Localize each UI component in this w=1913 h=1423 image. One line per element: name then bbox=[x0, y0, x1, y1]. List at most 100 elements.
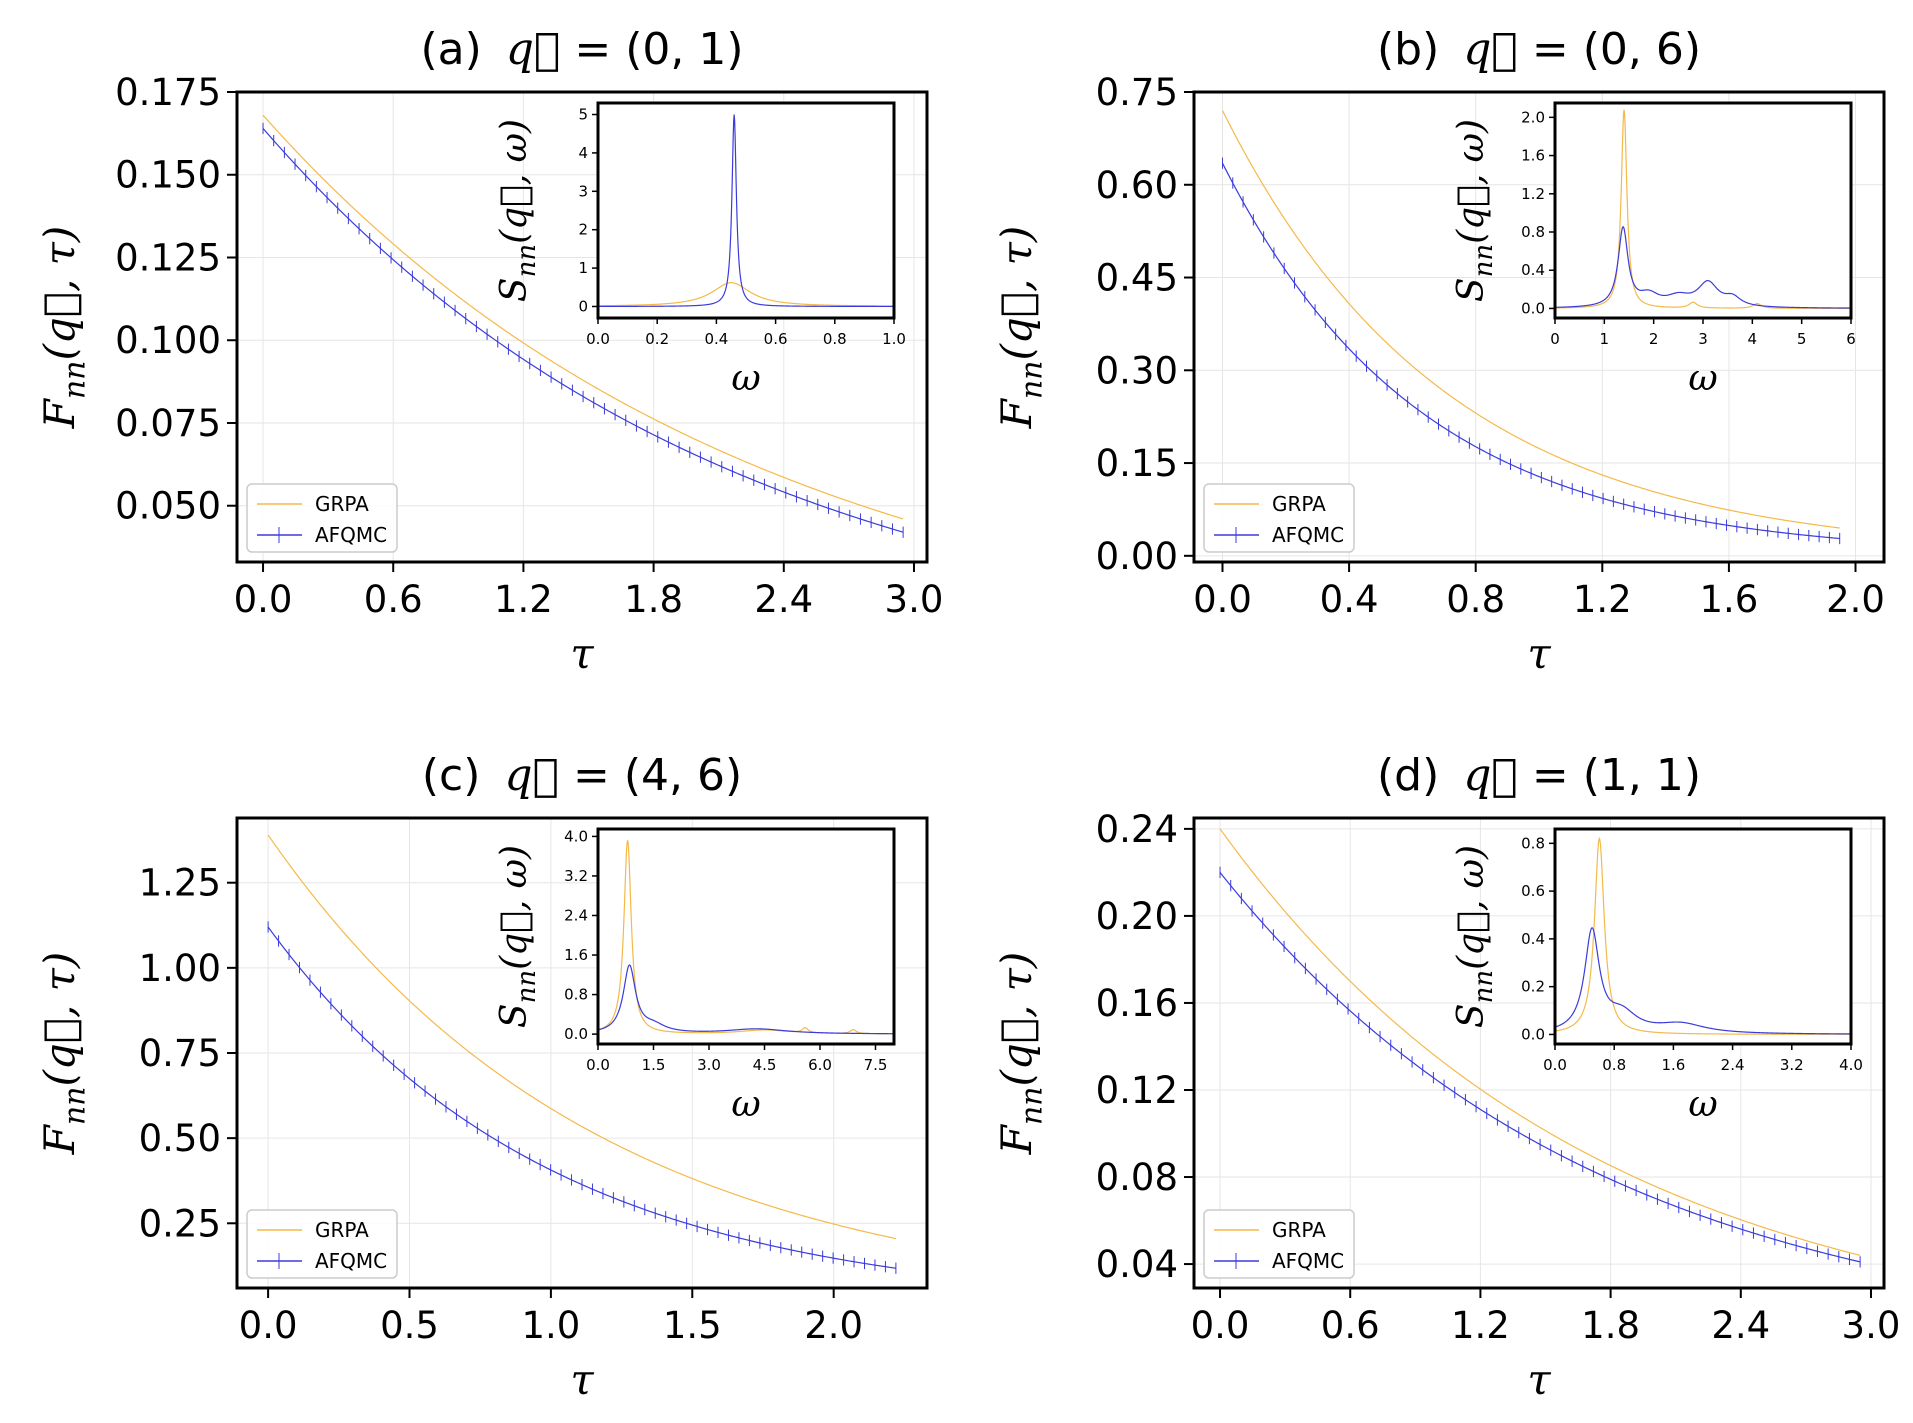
x-tick-label: 2.4 bbox=[1711, 1304, 1770, 1347]
y-tick-label: 0.08 bbox=[1096, 1156, 1178, 1199]
y-tick-label: 0.04 bbox=[1096, 1243, 1178, 1286]
x-tick-label: 0.0 bbox=[234, 578, 293, 621]
panel-title: (a) q⃗ = (0, 1) bbox=[420, 24, 743, 75]
inset-y-tick-label: 1.2 bbox=[1521, 185, 1545, 203]
x-tick-label: 1.5 bbox=[663, 1304, 722, 1347]
y-axis-label: Fnn(q⃗, τ) bbox=[35, 952, 93, 1156]
panel-tag: (d) bbox=[1377, 750, 1439, 801]
inset-x-tick-label: 4.5 bbox=[753, 1056, 777, 1074]
inset-x-tick-label: 4 bbox=[1748, 330, 1758, 348]
inset-series-grpa bbox=[1554, 836, 1851, 1035]
x-tick-label: 0.4 bbox=[1320, 578, 1379, 621]
y-tick-label: 0.075 bbox=[115, 402, 221, 445]
series-grpa bbox=[262, 114, 904, 520]
inset-y-tick-label: 5 bbox=[578, 106, 588, 124]
inset: 0.0 1.5 3.0 4.5 6.0 7.5 0.0 0.8 1.6 2.4 3.2 4.0 ω Snn… bbox=[494, 827, 896, 1125]
inset-x-tick-label: 2.4 bbox=[1721, 1056, 1745, 1074]
inset-x-tick-label: 1.0 bbox=[882, 330, 906, 348]
panel-title: (b) q⃗ = (0, 6) bbox=[1377, 24, 1701, 75]
axes-frame bbox=[1192, 816, 1886, 1290]
series-line-grpa bbox=[1221, 110, 1840, 529]
x-axis-label: τ bbox=[570, 629, 594, 678]
panel-d: 0.0 0.6 1.2 1.8 2.4 3.0 0.04 0.08 0.12 0.16 0.20 0.… bbox=[992, 750, 1900, 1404]
inset-x-tick-label: 6 bbox=[1846, 330, 1856, 348]
inset-y-tick-label: 3 bbox=[578, 182, 588, 200]
inset-y-tick-label: 2.0 bbox=[1521, 108, 1545, 126]
legend-label: GRPA bbox=[315, 1218, 369, 1242]
panel-title: (c) q⃗ = (4, 6) bbox=[422, 750, 742, 801]
inset: 0 1 2 3 4 5 6 0.0 0.4 0.8 1.2 1.6 2.0 ω Snn(q⃗, ω) bbox=[1451, 101, 1856, 399]
inset-x-tick-label: 1.5 bbox=[642, 1056, 666, 1074]
inset-x-tick-label: 4.0 bbox=[1839, 1056, 1863, 1074]
inset-y-tick-label: 0 bbox=[578, 297, 588, 315]
x-tick-label: 2.0 bbox=[804, 1304, 863, 1347]
inset-x-axis-label: ω bbox=[731, 358, 760, 399]
x-tick-label: 1.2 bbox=[494, 578, 553, 621]
inset-y-tick-label: 4.0 bbox=[564, 827, 588, 845]
inset: 0.0 0.2 0.4 0.6 0.8 1.0 0 1 2 3 4 5 ω Snn(q⃗, ω) bbox=[494, 101, 906, 399]
panel-q: (0, 6) bbox=[1583, 24, 1701, 75]
inset-x-tick-label: 0.8 bbox=[1602, 1056, 1626, 1074]
inset-y-tick-label: 0.8 bbox=[1521, 834, 1545, 852]
y-axis-label: Fnn(q⃗, τ) bbox=[992, 226, 1050, 430]
series-afqmc bbox=[1219, 866, 1861, 1268]
x-tick-label: 0.0 bbox=[1191, 1304, 1250, 1347]
inset-x-tick-label: 0.0 bbox=[586, 1056, 610, 1074]
inset: 0.0 0.8 1.6 2.4 3.2 4.0 0.0 0.2 0.4 0.6 0.8 ω Snn(q⃗… bbox=[1451, 827, 1863, 1125]
inset-y-tick-label: 0.0 bbox=[564, 1025, 588, 1043]
x-tick-label: 1.2 bbox=[1451, 1304, 1510, 1347]
legend: GRPA AFQMC bbox=[246, 1209, 398, 1279]
inset-x-axis-label: ω bbox=[1688, 1084, 1717, 1125]
inset-x-tick-label: 3.2 bbox=[1780, 1056, 1804, 1074]
y-tick-label: 0.16 bbox=[1096, 982, 1178, 1025]
y-tick-label: 0.24 bbox=[1096, 808, 1178, 851]
inset-y-tick-label: 3.2 bbox=[564, 867, 588, 885]
inset-x-tick-label: 2 bbox=[1649, 330, 1659, 348]
inset-x-tick-label: 1 bbox=[1600, 330, 1610, 348]
inset-background bbox=[1555, 829, 1851, 1044]
x-tick-label: 1.2 bbox=[1573, 578, 1632, 621]
x-tick-label: 0.8 bbox=[1446, 578, 1505, 621]
inset-series-grpa bbox=[598, 282, 894, 307]
inset-y-axis-label: Snn(q⃗, ω) bbox=[1451, 845, 1499, 1028]
inset-y-tick-label: 0.8 bbox=[1521, 223, 1545, 241]
inset-x-tick-label: 0.8 bbox=[823, 330, 847, 348]
x-tick-label: 1.8 bbox=[624, 578, 683, 621]
series-grpa bbox=[1219, 828, 1861, 1256]
inset-series-afqmc bbox=[598, 114, 894, 308]
inset-x-tick-label: 3 bbox=[1698, 330, 1708, 348]
y-tick-label: 0.100 bbox=[115, 319, 221, 362]
legend: GRPA AFQMC bbox=[246, 483, 398, 553]
inset-background bbox=[1555, 103, 1851, 318]
series-afqmc bbox=[267, 921, 897, 1274]
x-tick-label: 0.0 bbox=[1193, 578, 1252, 621]
series-grpa bbox=[267, 834, 897, 1240]
x-tick-label: 2.4 bbox=[754, 578, 813, 621]
x-axis-label: τ bbox=[1527, 1355, 1551, 1404]
y-tick-label: 0.30 bbox=[1096, 349, 1178, 392]
panel-tag: (c) bbox=[422, 750, 481, 801]
x-tick-label: 1.0 bbox=[521, 1304, 580, 1347]
y-tick-label: 0.20 bbox=[1096, 895, 1178, 938]
y-tick-label: 1.25 bbox=[139, 862, 221, 905]
inset-x-tick-label: 0.0 bbox=[1543, 1056, 1567, 1074]
y-tick-label: 0.75 bbox=[1096, 71, 1178, 114]
series-line-grpa bbox=[1219, 828, 1861, 1256]
x-tick-label: 2.0 bbox=[1826, 578, 1885, 621]
inset-frame bbox=[1553, 827, 1853, 1046]
x-tick-label: 1.8 bbox=[1581, 1304, 1640, 1347]
y-tick-label: 0.45 bbox=[1096, 257, 1178, 300]
inset-y-tick-label: 0.6 bbox=[1521, 882, 1545, 900]
inset-y-tick-label: 1.6 bbox=[1521, 147, 1545, 165]
inset-x-tick-label: 0.2 bbox=[645, 330, 669, 348]
legend-label: AFQMC bbox=[1272, 523, 1344, 547]
y-tick-label: 0.60 bbox=[1096, 164, 1178, 207]
x-tick-label: 3.0 bbox=[885, 578, 944, 621]
inset-y-tick-label: 0.2 bbox=[1521, 978, 1545, 996]
axes-frame bbox=[1192, 90, 1886, 564]
legend-label: GRPA bbox=[1272, 492, 1326, 516]
inset-x-axis-label: ω bbox=[731, 1084, 760, 1125]
inset-y-tick-label: 0.8 bbox=[564, 986, 588, 1004]
y-tick-label: 0.12 bbox=[1096, 1069, 1178, 1112]
inset-x-tick-label: 1.6 bbox=[1661, 1056, 1685, 1074]
